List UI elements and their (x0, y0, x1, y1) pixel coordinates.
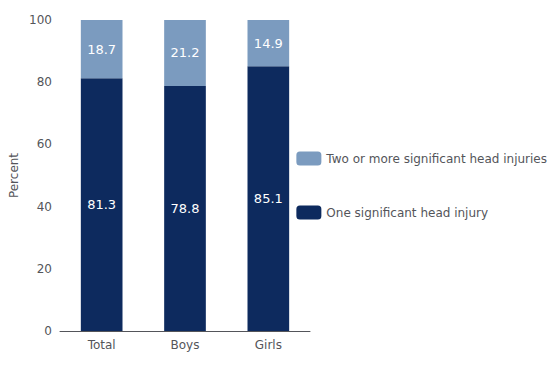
svg-text:20: 20 (37, 262, 52, 276)
svg-text:18.7: 18.7 (87, 42, 116, 57)
svg-text:Total: Total (87, 338, 116, 352)
svg-text:One significant head injury: One significant head injury (326, 206, 488, 220)
svg-text:60: 60 (37, 137, 52, 151)
svg-text:Two or more significant head i: Two or more significant head injuries (325, 152, 547, 166)
svg-text:78.8: 78.8 (171, 201, 200, 216)
svg-text:21.2: 21.2 (171, 45, 200, 60)
svg-text:0: 0 (44, 324, 52, 338)
svg-text:80: 80 (37, 75, 52, 89)
svg-text:81.3: 81.3 (87, 197, 116, 212)
svg-text:Boys: Boys (171, 338, 200, 352)
svg-text:40: 40 (37, 200, 52, 214)
svg-text:85.1: 85.1 (254, 191, 283, 206)
svg-text:Percent: Percent (7, 153, 21, 198)
svg-text:Girls: Girls (255, 338, 282, 352)
svg-text:100: 100 (29, 13, 52, 27)
svg-text:14.9: 14.9 (254, 36, 283, 51)
